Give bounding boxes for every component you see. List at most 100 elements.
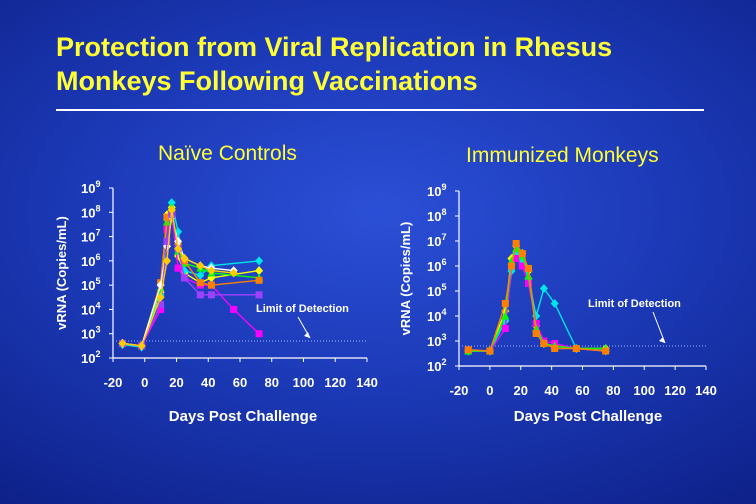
data-point: [196, 270, 205, 280]
data-point: [162, 256, 171, 266]
y-tick-label: 107: [81, 228, 100, 245]
detection-limit-label: Limit of Detection: [256, 303, 349, 315]
slide-title: Protection from Viral Replication in Rhe…: [56, 30, 736, 98]
data-point: [167, 198, 176, 208]
data-point: [157, 301, 165, 309]
slide-title-line-1: Protection from Viral Replication in Rhe…: [56, 32, 613, 62]
data-point: [255, 256, 264, 266]
x-tick-label: 60: [575, 383, 589, 398]
x-tick-label: -20: [450, 383, 469, 398]
data-point: [174, 264, 182, 272]
chart-title-immunized: Immunized Monkeys: [466, 144, 659, 167]
x-axis-label: Days Post Challenge: [514, 408, 662, 425]
data-point: [255, 266, 264, 276]
data-point: [167, 205, 176, 215]
data-point: [180, 274, 188, 282]
data-point: [207, 281, 215, 289]
x-tick-label: 80: [606, 383, 620, 398]
x-tick-label: 120: [324, 375, 346, 390]
data-point: [524, 265, 532, 272]
y-tick-label: 109: [427, 182, 446, 199]
data-point: [602, 347, 610, 355]
x-tick-label: 20: [514, 383, 528, 398]
chart-naive-controls: 109 108 107 106 105 104 103 102 -20 0 20 40 60 80 100 1…: [54, 179, 378, 425]
x-tick-label: 40: [544, 383, 558, 398]
data-point: [207, 266, 216, 276]
series-line: [122, 210, 260, 347]
title-divider: [56, 109, 704, 111]
series-line: [122, 202, 260, 348]
series-line: [468, 257, 606, 352]
data-point: [572, 345, 580, 352]
data-point: [501, 300, 509, 307]
y-tick-label: 106: [81, 252, 100, 269]
x-tick-label: 120: [664, 383, 686, 398]
detection-limit-label: Limit of Detection: [588, 298, 681, 310]
chart-immunized-monkeys: 109 108 107 106 105 104 103 102 -20 0 20 40 60 80 100 1…: [398, 182, 717, 425]
series-line: [468, 241, 606, 352]
y-tick-label: 105: [81, 276, 100, 293]
data-point: [501, 325, 509, 332]
y-tick-label: 107: [427, 232, 446, 249]
series-line: [122, 205, 260, 347]
detection-limit-arrowhead: [659, 337, 665, 343]
y-tick-label: 104: [427, 307, 446, 324]
data-point: [163, 237, 171, 245]
y-tick-label: 109: [81, 179, 100, 196]
data-point: [540, 340, 548, 347]
y-tick-label: 108: [427, 207, 446, 224]
data-point: [464, 346, 472, 354]
y-axis-label: vRNA (Copies/mL): [54, 216, 69, 330]
y-tick-label: 106: [427, 257, 446, 274]
data-point: [163, 213, 171, 221]
detection-limit-arrowhead: [304, 332, 310, 338]
data-point: [550, 299, 559, 308]
x-tick-label: 100: [293, 375, 315, 390]
data-point: [207, 291, 215, 299]
x-tick-label: 40: [201, 375, 215, 390]
data-point: [230, 305, 238, 313]
x-tick-label: 0: [141, 375, 148, 390]
y-tick-label: 102: [81, 349, 100, 366]
data-point: [196, 279, 204, 287]
y-tick-label: 103: [427, 332, 446, 349]
data-point: [532, 320, 540, 327]
y-tick-label: 108: [81, 203, 100, 220]
x-tick-label: 20: [169, 375, 183, 390]
data-point: [486, 347, 494, 355]
data-point: [539, 284, 548, 293]
data-point: [118, 338, 127, 348]
x-tick-label: 60: [233, 375, 247, 390]
data-point: [524, 271, 533, 280]
data-point: [507, 262, 515, 270]
data-point: [518, 250, 526, 257]
chart-title-naive: Naïve Controls: [158, 142, 297, 165]
series-line: [122, 216, 234, 347]
x-tick-label: -20: [104, 375, 123, 390]
x-tick-label: 140: [356, 375, 378, 390]
series-line: [122, 209, 234, 347]
data-point: [518, 262, 526, 270]
data-point: [180, 253, 189, 263]
data-point: [196, 291, 204, 299]
y-tick-label: 103: [81, 325, 100, 342]
data-point: [512, 255, 520, 262]
data-point: [137, 341, 146, 351]
data-point: [255, 276, 263, 284]
slide-title-line-2: Monkeys Following Vaccinations: [56, 66, 478, 96]
data-point: [196, 261, 205, 271]
x-tick-label: 0: [486, 383, 493, 398]
data-point: [501, 311, 510, 320]
x-tick-label: 100: [633, 383, 655, 398]
x-tick-label: 80: [265, 375, 279, 390]
x-axis-label: Days Post Challenge: [169, 408, 317, 425]
data-point: [157, 305, 165, 313]
y-axis-label: vRNA (Copies/mL): [398, 222, 413, 336]
data-point: [532, 330, 540, 337]
y-tick-label: 105: [427, 282, 446, 299]
series-line: [122, 212, 260, 347]
data-point: [255, 330, 263, 338]
x-tick-label: 140: [695, 383, 717, 398]
